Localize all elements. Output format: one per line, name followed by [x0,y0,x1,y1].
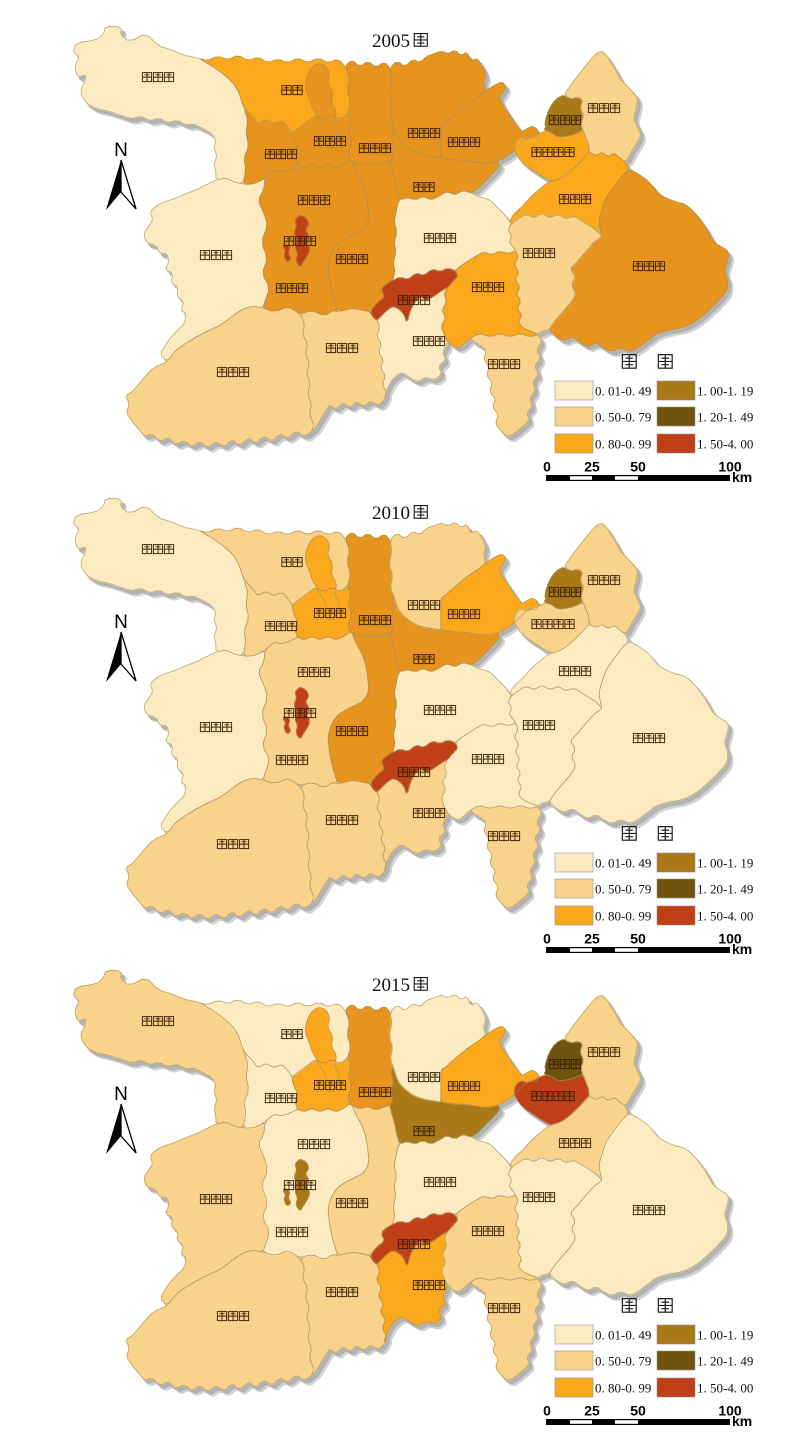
svg-text:0. 01-0. 49: 0. 01-0. 49 [595,1328,651,1343]
svg-text:2010: 2010 [372,503,410,524]
svg-text:1. 20-1. 49: 1. 20-1. 49 [697,1354,753,1369]
svg-text:0. 50-0. 79: 0. 50-0. 79 [595,410,651,425]
svg-text:0. 80-0. 99: 0. 80-0. 99 [595,909,651,924]
svg-text:0. 80-0. 99: 0. 80-0. 99 [595,437,651,452]
svg-text:1. 00-1. 19: 1. 00-1. 19 [697,1328,753,1343]
svg-text:1. 20-1. 49: 1. 20-1. 49 [697,410,753,425]
svg-text:km: km [732,469,752,485]
svg-text:50: 50 [630,459,646,475]
svg-text:0. 50-0. 79: 0. 50-0. 79 [595,882,651,897]
svg-text:100: 100 [718,1403,742,1419]
svg-text:100: 100 [718,931,742,947]
svg-text:1. 00-1. 19: 1. 00-1. 19 [697,856,753,871]
svg-text:0: 0 [543,1403,551,1419]
svg-text:25: 25 [584,931,600,947]
svg-text:1. 20-1. 49: 1. 20-1. 49 [697,882,753,897]
svg-text:2015: 2015 [372,975,410,996]
svg-text:0. 01-0. 49: 0. 01-0. 49 [595,856,651,871]
svg-text:50: 50 [630,931,646,947]
svg-text:N: N [114,1084,128,1105]
svg-text:N: N [114,612,128,633]
svg-text:50: 50 [630,1403,646,1419]
svg-text:1. 50-4. 00: 1. 50-4. 00 [697,1381,753,1396]
svg-text:0: 0 [543,459,551,475]
svg-text:1. 50-4. 00: 1. 50-4. 00 [697,909,753,924]
svg-text:25: 25 [584,459,600,475]
svg-text:100: 100 [718,459,742,475]
svg-text:0. 50-0. 79: 0. 50-0. 79 [595,1354,651,1369]
svg-text:0. 01-0. 49: 0. 01-0. 49 [595,384,651,399]
svg-text:1. 00-1. 19: 1. 00-1. 19 [697,384,753,399]
svg-text:0: 0 [543,931,551,947]
svg-text:km: km [732,1413,752,1429]
svg-text:0. 80-0. 99: 0. 80-0. 99 [595,1381,651,1396]
svg-text:N: N [114,140,128,161]
svg-text:km: km [732,941,752,957]
svg-text:25: 25 [584,1403,600,1419]
svg-text:2005: 2005 [372,31,410,52]
svg-text:1. 50-4. 00: 1. 50-4. 00 [697,437,753,452]
